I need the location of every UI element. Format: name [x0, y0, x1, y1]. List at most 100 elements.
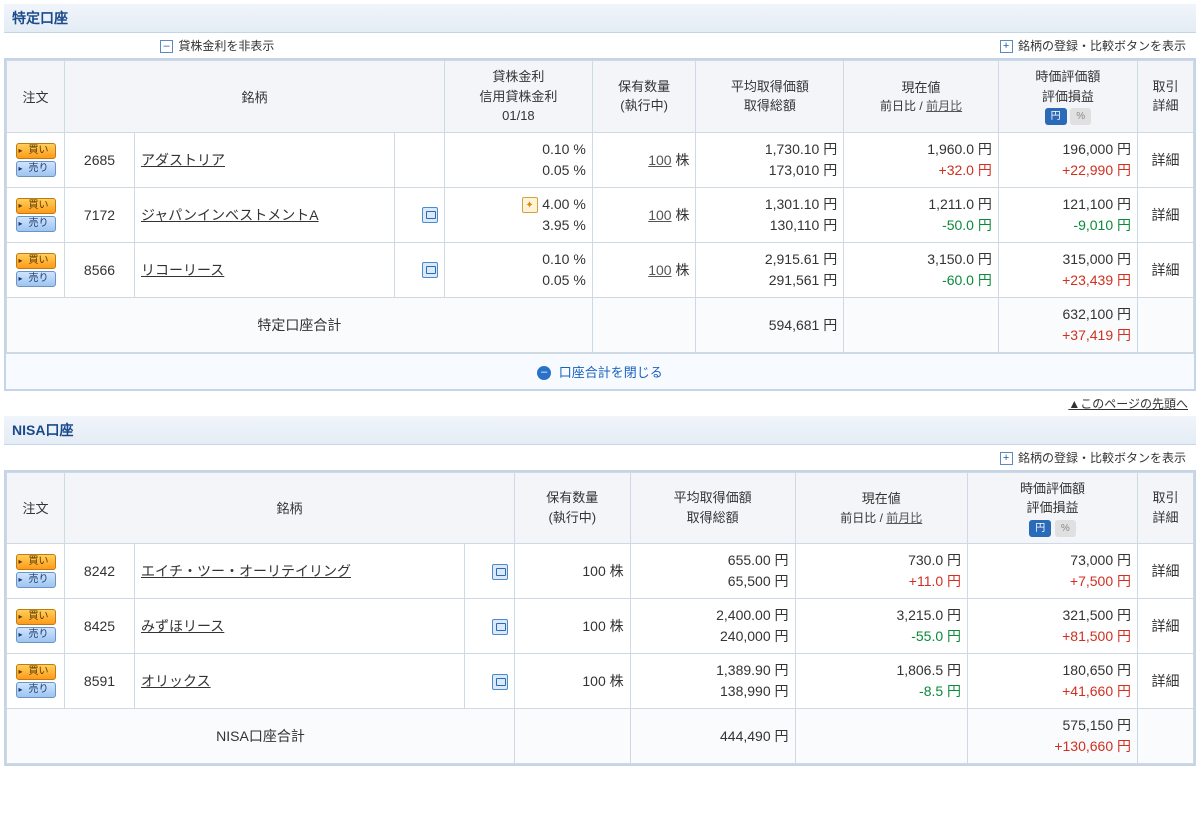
expand-icon[interactable]	[1000, 452, 1013, 465]
price-cell: 730.0 円+11.0 円	[795, 544, 968, 599]
stock-code: 7172	[65, 187, 135, 242]
section-header-nisa: NISA口座	[4, 416, 1196, 445]
pct-badge[interactable]: %	[1070, 108, 1091, 125]
tokutei-toolbar: 貸株金利を非表示 銘柄の登録・比較ボタンを表示	[4, 33, 1196, 58]
buy-button[interactable]: 買い	[16, 664, 56, 680]
buy-button[interactable]: 買い	[16, 609, 56, 625]
qty-cell: 100 株	[515, 544, 631, 599]
calendar-icon[interactable]	[492, 619, 508, 635]
valuation-cell: 196,000 円+22,990 円	[998, 132, 1137, 187]
col-qty-l1: 保有数量	[597, 77, 692, 97]
avg-cell: 1,730.10 円173,010 円	[696, 132, 844, 187]
close-icon[interactable]	[537, 366, 551, 380]
toggle-show-register-label[interactable]: 銘柄の登録・比較ボタンを表示	[1018, 39, 1186, 53]
order-cell: 買い 売り	[7, 599, 65, 654]
tokutei-table: 注文 銘柄 貸株金利 信用貸株金利 01/18 保有数量 (執行中) 平均取得価…	[6, 60, 1194, 353]
subtotal-blank3	[1138, 709, 1194, 764]
col-qty-l1: 保有数量	[519, 488, 626, 508]
stock-name-link[interactable]: みずほリース	[141, 618, 224, 634]
col-qty-l2: (執行中)	[597, 96, 692, 116]
toggle-hide-interest-label[interactable]: 貸株金利を非表示	[178, 39, 274, 53]
price-cell: 1,211.0 円-50.0 円	[844, 187, 999, 242]
pct-badge[interactable]: %	[1055, 520, 1076, 537]
col-avg-l1: 平均取得価額	[635, 488, 791, 508]
stock-name-cell: エイチ・ツー・オーリテイリング	[135, 544, 465, 599]
yen-badge[interactable]: 円	[1045, 108, 1067, 125]
buy-button[interactable]: 買い	[16, 554, 56, 570]
close-total-link[interactable]: 口座合計を閉じる	[559, 365, 663, 380]
sell-button[interactable]: 売り	[16, 161, 56, 177]
back-to-top-link[interactable]: ▲このページの先頭へ	[1068, 397, 1188, 411]
detail-cell: 詳細	[1138, 187, 1194, 242]
col-valuation: 時価評価額 評価損益 円 %	[968, 472, 1138, 544]
table-row: 買い 売り 8566 リコーリース 0.10 % 0.05 % 100 株 2,…	[7, 242, 1194, 297]
price-cell: 3,215.0 円-55.0 円	[795, 599, 968, 654]
stock-name-link[interactable]: エイチ・ツー・オーリテイリング	[141, 563, 351, 579]
icon-cell	[465, 599, 515, 654]
col-price: 現在値 前日比 / 前月比	[795, 472, 968, 544]
price-cell: 1,806.5 円-8.5 円	[795, 654, 968, 709]
col-price-l1: 現在値	[800, 489, 964, 509]
avg-cell: 2,400.00 円240,000 円	[630, 599, 795, 654]
subtotal-valuation: 575,150 円+130,660 円	[968, 709, 1138, 764]
collapse-icon[interactable]	[160, 40, 173, 53]
toggle-show-register-label[interactable]: 銘柄の登録・比較ボタンを表示	[1018, 451, 1186, 465]
expand-icon[interactable]	[1000, 40, 1013, 53]
valuation-cell: 180,650 円+41,660 円	[968, 654, 1138, 709]
col-avg-l2: 取得総額	[635, 508, 791, 528]
qty-link[interactable]: 100	[648, 207, 671, 223]
detail-link[interactable]: 詳細	[1152, 262, 1180, 278]
icon-cell	[465, 544, 515, 599]
col-detail-l2: 詳細	[1142, 96, 1189, 116]
col-qty: 保有数量 (執行中)	[592, 61, 696, 133]
sell-button[interactable]: 売り	[16, 572, 56, 588]
buy-button[interactable]: 買い	[16, 143, 56, 159]
avg-cell: 1,389.90 円138,990 円	[630, 654, 795, 709]
yen-badge[interactable]: 円	[1029, 520, 1051, 537]
stock-name-link[interactable]: オリックス	[141, 673, 211, 689]
stock-name-link[interactable]: ジャパンインベストメントA	[141, 207, 319, 223]
calendar-icon[interactable]	[492, 564, 508, 580]
calendar-icon[interactable]	[422, 207, 438, 223]
col-avg: 平均取得価額 取得総額	[696, 61, 844, 133]
order-cell: 買い 売り	[7, 242, 65, 297]
stock-name-cell: オリックス	[135, 654, 465, 709]
sell-button[interactable]: 売り	[16, 271, 56, 287]
detail-link[interactable]: 詳細	[1152, 207, 1180, 223]
sell-button[interactable]: 売り	[16, 216, 56, 232]
detail-link[interactable]: 詳細	[1152, 152, 1180, 168]
interest-cell: 4.00 % 3.95 %	[445, 187, 593, 242]
qty-link[interactable]: 100	[648, 152, 671, 168]
prev-month-link[interactable]: 前月比	[886, 511, 922, 525]
stock-name-link[interactable]: アダストリア	[141, 152, 225, 168]
qty-cell: 100 株	[592, 132, 696, 187]
qty-link[interactable]: 100	[648, 262, 671, 278]
table-row: 買い 売り 8591 オリックス 100 株 1,389.90 円138,990…	[7, 654, 1194, 709]
nisa-table-wrap: 注文 銘柄 保有数量 (執行中) 平均取得価額 取得総額 現在値 前日比 /	[4, 470, 1196, 767]
valuation-cell: 121,100 円-9,010 円	[998, 187, 1137, 242]
subtotal-row: 特定口座合計 594,681 円 632,100 円+37,419 円	[7, 297, 1194, 352]
order-cell: 買い 売り	[7, 544, 65, 599]
calendar-icon[interactable]	[492, 674, 508, 690]
avg-cell: 1,301.10 円130,110 円	[696, 187, 844, 242]
col-valuation-l2: 評価損益	[1003, 87, 1133, 107]
sell-button[interactable]: 売り	[16, 682, 56, 698]
calendar-icon[interactable]	[422, 262, 438, 278]
detail-link[interactable]: 詳細	[1152, 673, 1180, 689]
tokutei-table-wrap: 注文 銘柄 貸株金利 信用貸株金利 01/18 保有数量 (執行中) 平均取得価…	[4, 58, 1196, 391]
subtotal-row: NISA口座合計 444,490 円 575,150 円+130,660 円	[7, 709, 1194, 764]
subtotal-blank	[515, 709, 631, 764]
detail-cell: 詳細	[1138, 132, 1194, 187]
buy-button[interactable]: 買い	[16, 253, 56, 269]
sell-button[interactable]: 売り	[16, 627, 56, 643]
prev-month-link[interactable]: 前月比	[926, 99, 962, 113]
valuation-cell: 321,500 円+81,500 円	[968, 599, 1138, 654]
col-interest-l1: 貸株金利	[449, 67, 588, 87]
col-price-l2a: 前日比	[840, 511, 876, 525]
col-order: 注文	[7, 472, 65, 544]
stock-name-link[interactable]: リコーリース	[141, 262, 224, 278]
detail-link[interactable]: 詳細	[1152, 563, 1180, 579]
buy-button[interactable]: 買い	[16, 198, 56, 214]
col-qty: 保有数量 (執行中)	[515, 472, 631, 544]
detail-link[interactable]: 詳細	[1152, 618, 1180, 634]
